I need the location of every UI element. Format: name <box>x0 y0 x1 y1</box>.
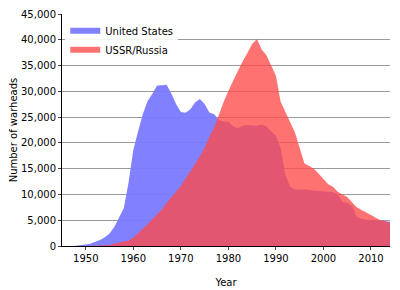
svg-text:5,000: 5,000 <box>27 215 56 226</box>
svg-text:1950: 1950 <box>73 253 98 264</box>
svg-text:Number of warheads: Number of warheads <box>8 78 19 183</box>
svg-text:45,000: 45,000 <box>21 9 56 20</box>
svg-text:30,000: 30,000 <box>21 86 56 97</box>
svg-text:10,000: 10,000 <box>21 189 56 200</box>
svg-text:25,000: 25,000 <box>21 112 56 123</box>
svg-text:USSR/Russia: USSR/Russia <box>105 45 168 56</box>
svg-text:1980: 1980 <box>216 253 241 264</box>
svg-text:Year: Year <box>214 277 237 288</box>
svg-text:2000: 2000 <box>311 253 336 264</box>
svg-text:United States: United States <box>105 26 173 37</box>
svg-text:2010: 2010 <box>358 253 383 264</box>
svg-text:0: 0 <box>50 241 56 252</box>
svg-text:1970: 1970 <box>168 253 193 264</box>
svg-text:1990: 1990 <box>263 253 288 264</box>
svg-text:15,000: 15,000 <box>21 163 56 174</box>
svg-text:40,000: 40,000 <box>21 34 56 45</box>
svg-text:35,000: 35,000 <box>21 60 56 71</box>
svg-text:1960: 1960 <box>121 253 146 264</box>
svg-text:20,000: 20,000 <box>21 137 56 148</box>
